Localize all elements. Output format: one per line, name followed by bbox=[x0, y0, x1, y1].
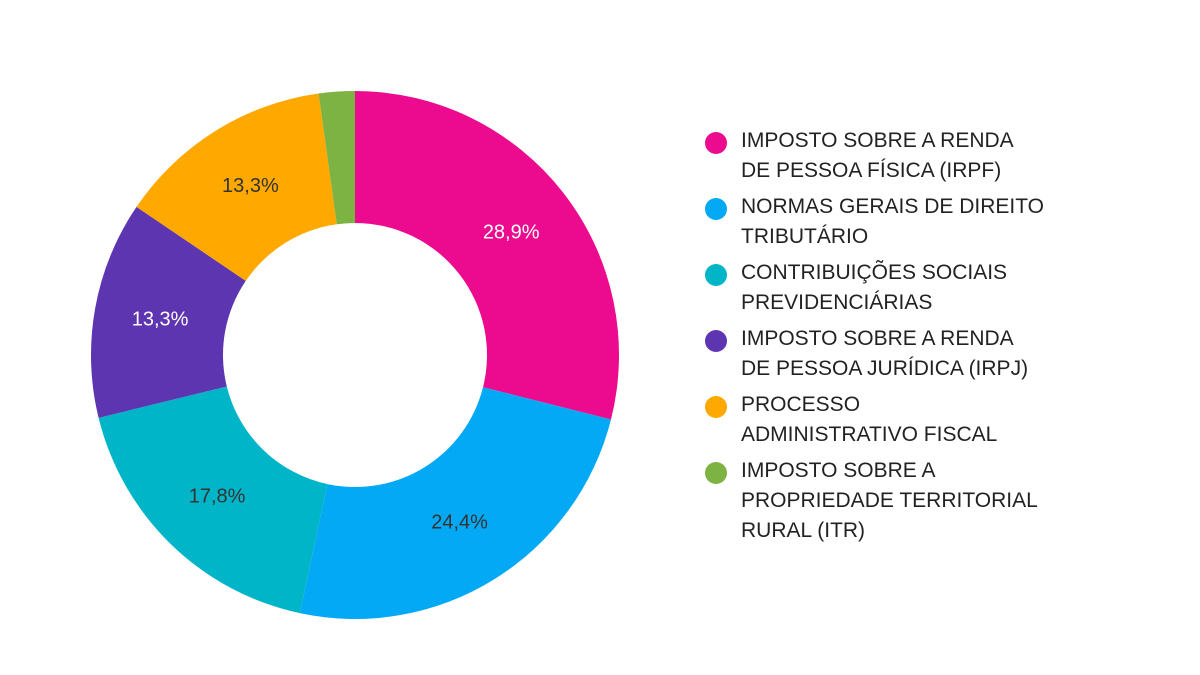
slice-label-0: 28,9% bbox=[483, 222, 540, 244]
donut-slice-5 bbox=[318, 91, 355, 225]
legend-label-4: PROCESSO ADMINISTRATIVO FISCAL bbox=[741, 393, 998, 446]
legend-item-1: NORMAS GERAIS DE DIREITO TRIBUTÁRIO bbox=[705, 192, 1105, 252]
donut-slices bbox=[91, 91, 619, 619]
legend-swatch-1 bbox=[705, 198, 727, 220]
slice-label-1: 24,4% bbox=[431, 511, 488, 533]
legend-swatch-4 bbox=[705, 396, 727, 418]
legend-swatch-3 bbox=[705, 330, 727, 352]
legend-item-5: IMPOSTO SOBRE A PROPRIEDADE TERRITORIAL … bbox=[705, 456, 1105, 546]
slice-label-3: 13,3% bbox=[132, 308, 189, 330]
slice-label-2: 17,8% bbox=[189, 485, 246, 507]
donut-slice-4 bbox=[136, 93, 337, 281]
legend-label-2: CONTRIBUIÇÕES SOCIAIS PREVIDENCIÁRIAS bbox=[741, 261, 1008, 314]
chart-legend: IMPOSTO SOBRE A RENDA DE PESSOA FÍSICA (… bbox=[705, 126, 1105, 552]
legend-label-0: IMPOSTO SOBRE A RENDA DE PESSOA FÍSICA (… bbox=[741, 129, 1014, 182]
legend-swatch-5 bbox=[705, 462, 727, 484]
legend-item-2: CONTRIBUIÇÕES SOCIAIS PREVIDENCIÁRIAS bbox=[705, 258, 1105, 318]
donut-slice-2 bbox=[98, 386, 328, 614]
legend-item-0: IMPOSTO SOBRE A RENDA DE PESSOA FÍSICA (… bbox=[705, 126, 1105, 186]
legend-label-1: NORMAS GERAIS DE DIREITO TRIBUTÁRIO bbox=[741, 195, 1044, 248]
legend-item-3: IMPOSTO SOBRE A RENDA DE PESSOA JURÍDICA… bbox=[705, 324, 1105, 384]
donut-slice-3 bbox=[91, 206, 246, 418]
legend-label-3: IMPOSTO SOBRE A RENDA DE PESSOA JURÍDICA… bbox=[741, 327, 1029, 380]
donut-slice-labels: 28,9% 24,4% 17,8% 13,3% 13,3% bbox=[132, 175, 540, 533]
legend-swatch-2 bbox=[705, 264, 727, 286]
donut-slice-0 bbox=[355, 91, 619, 420]
legend-swatch-0 bbox=[705, 132, 727, 154]
slice-label-4: 13,3% bbox=[222, 175, 279, 197]
legend-item-4: PROCESSO ADMINISTRATIVO FISCAL bbox=[705, 390, 1105, 450]
legend-label-5: IMPOSTO SOBRE A PROPRIEDADE TERRITORIAL … bbox=[741, 459, 1038, 542]
donut-slice-1 bbox=[299, 387, 611, 619]
